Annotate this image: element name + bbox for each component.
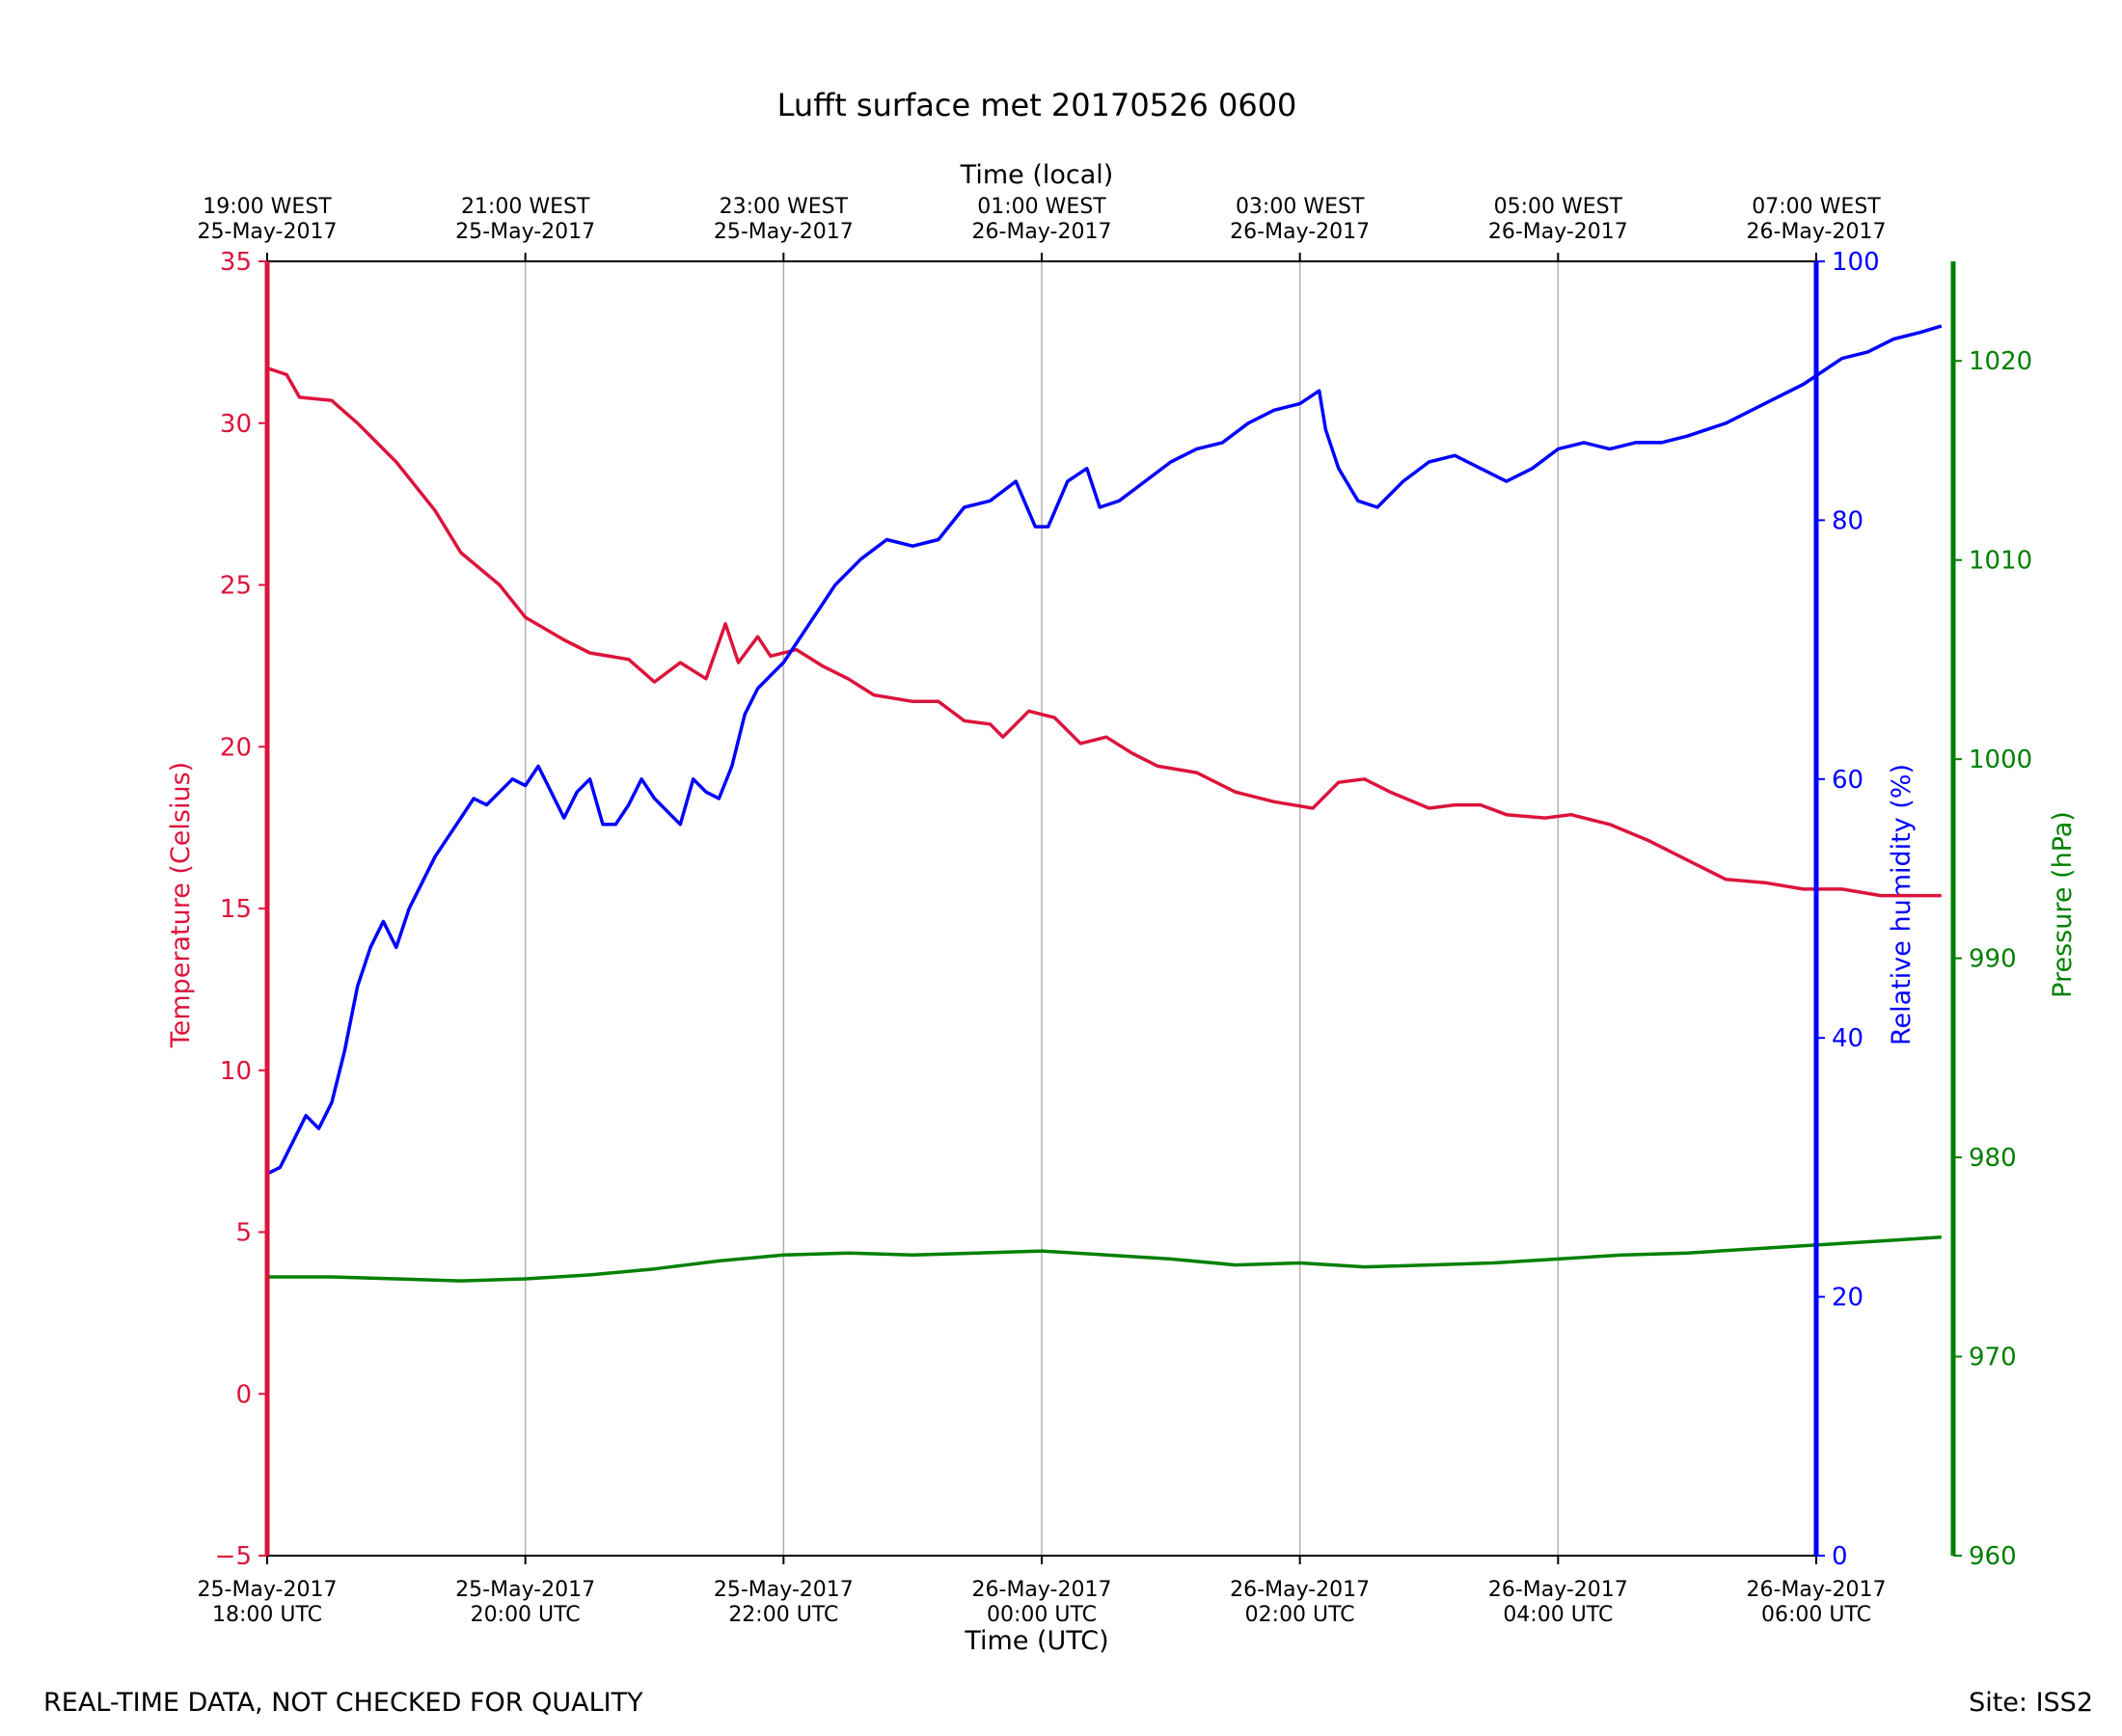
temp-tick-label: 15 [220, 895, 252, 924]
temp-tick-label: 10 [220, 1057, 252, 1086]
top-tick-label: 26-May-2017 [1230, 220, 1370, 244]
x-tick-label: 20:00 UTC [471, 1603, 581, 1627]
pres-tick-label: 980 [1969, 1144, 2017, 1173]
pres-tick-label: 960 [1969, 1542, 2017, 1571]
temp-tick-label: 0 [235, 1380, 252, 1409]
temp-series-line [266, 366, 1942, 898]
top-tick-label: 01:00 WEST [977, 195, 1106, 219]
top-tick-label: 03:00 WEST [1236, 195, 1365, 219]
x-tick-label: 06:00 UTC [1761, 1603, 1871, 1627]
x-tick-label: 25-May-2017 [714, 1578, 854, 1602]
pressure-axis-label: Pressure (hPa) [2048, 811, 2078, 998]
x-axis-label: Time (UTC) [964, 1626, 1108, 1656]
pres-tick-label: 990 [1969, 945, 2017, 974]
top-tick-label: 25-May-2017 [455, 220, 595, 244]
rh-tick-label: 20 [1832, 1284, 1864, 1313]
x-tick-label: 25-May-2017 [198, 1578, 338, 1602]
data-series [266, 324, 1943, 1283]
top-tick-label: 21:00 WEST [461, 195, 590, 219]
temp-tick-label: 35 [220, 248, 252, 277]
x-tick-label: 02:00 UTC [1245, 1603, 1355, 1627]
temp-tick-label: 20 [220, 733, 252, 762]
humidity-axis-label: Relative humidity (%) [1887, 764, 1917, 1045]
site-label: Site: ISS2 [1969, 1688, 2093, 1718]
x-tick-label: 25-May-2017 [455, 1578, 595, 1602]
x-tick-label: 22:00 UTC [728, 1603, 838, 1627]
x-tick-label: 00:00 UTC [987, 1603, 1097, 1627]
temp-tick-label: 5 [235, 1219, 252, 1248]
top-tick-label: 07:00 WEST [1752, 195, 1881, 219]
top-tick-label: 26-May-2017 [1747, 220, 1887, 244]
top-axis-label: Time (local) [960, 160, 1114, 190]
rh-tick-label: 60 [1832, 766, 1864, 795]
pres-tick-label: 1000 [1969, 746, 2032, 774]
pres-tick-label: 970 [1969, 1343, 2017, 1372]
x-tick-label: 04:00 UTC [1503, 1603, 1613, 1627]
x-tick-label: 26-May-2017 [1230, 1578, 1370, 1602]
top-tick-label: 19:00 WEST [203, 195, 332, 219]
top-tick-label: 26-May-2017 [1488, 220, 1628, 244]
x-tick-label: 26-May-2017 [1488, 1578, 1628, 1602]
temp-tick-label: −5 [215, 1542, 252, 1571]
rh-tick-label: 100 [1832, 248, 1880, 277]
rh-tick-label: 80 [1832, 506, 1864, 535]
top-tick-label: 25-May-2017 [198, 220, 338, 244]
temp-tick-label: 25 [220, 572, 252, 601]
rh-tick-label: 0 [1832, 1542, 1848, 1571]
pres-tick-label: 1020 [1969, 347, 2032, 376]
top-tick-label: 25-May-2017 [714, 220, 854, 244]
temperature-axis-label: Temperature (Celsius) [166, 762, 196, 1048]
pres-series-line [267, 1234, 1942, 1283]
rh-tick-label: 40 [1832, 1024, 1864, 1053]
pres-tick-label: 1010 [1969, 547, 2032, 576]
rh-series-line [266, 324, 1943, 1176]
top-tick-label: 05:00 WEST [1494, 195, 1623, 219]
x-tick-label: 18:00 UTC [212, 1603, 322, 1627]
x-tick-label: 26-May-2017 [1747, 1578, 1887, 1602]
temp-tick-label: 30 [220, 410, 252, 439]
top-tick-label: 26-May-2017 [972, 220, 1112, 244]
axes-frame [264, 260, 1956, 1557]
quality-disclaimer: REAL-TIME DATA, NOT CHECKED FOR QUALITY [43, 1688, 643, 1718]
x-tick-label: 26-May-2017 [972, 1578, 1112, 1602]
chart-title: Lufft surface met 20170526 0600 [777, 87, 1297, 123]
top-tick-label: 23:00 WEST [720, 195, 849, 219]
vertical-gridlines [524, 261, 1560, 1556]
